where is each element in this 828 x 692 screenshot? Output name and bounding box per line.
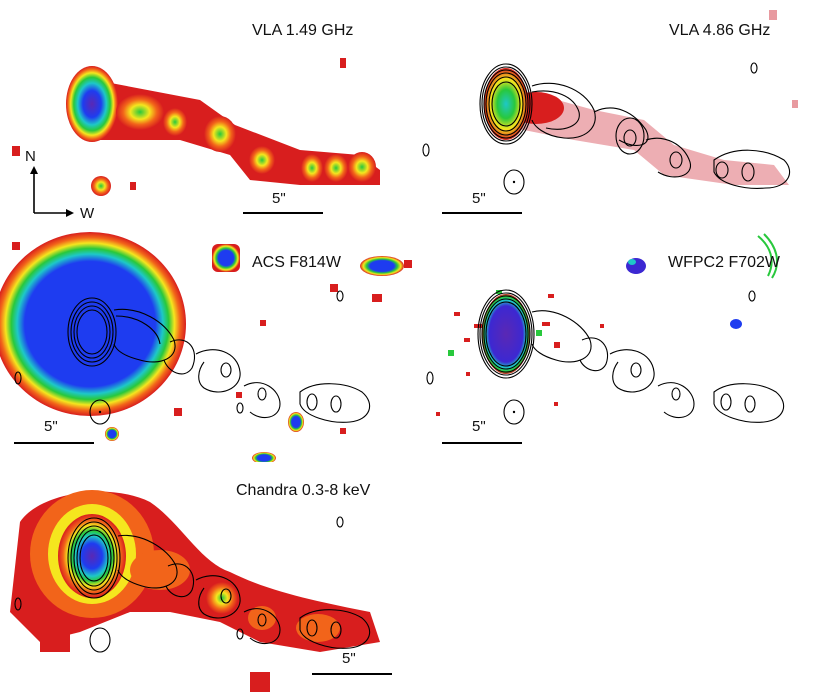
scale-bar: [442, 212, 522, 214]
acs-f814w-image: [0, 232, 412, 462]
scale-bar: [442, 442, 522, 444]
scale-bar: [14, 442, 94, 444]
vla-4-86-image: [422, 10, 798, 195]
scale-bar: [243, 212, 323, 214]
panel-label: VLA 1.49 GHz: [252, 22, 354, 39]
wfpc2-f702w-image: [426, 233, 785, 425]
scale-label: 5": [44, 418, 58, 435]
panel-vla-4-86-ghz: VLA 4.86 GHz 5": [414, 0, 828, 232]
compass-north-label: N: [25, 148, 36, 165]
chandra-image: [10, 490, 380, 692]
compass-icon: [30, 166, 74, 217]
scale-label: 5": [342, 650, 356, 667]
panel-vla-1-49-ghz: VLA 1.49 GHz 5" N W: [0, 0, 414, 232]
vla-1-49-image: [12, 58, 380, 196]
scale-label: 5": [272, 190, 286, 207]
scale-label: 5": [472, 190, 486, 207]
scale-label: 5": [472, 418, 486, 435]
panel-label: VLA 4.86 GHz: [669, 22, 771, 39]
panel-chandra: Chandra 0.3-8 keV 5": [0, 462, 414, 692]
compass-west-label: W: [80, 205, 95, 222]
panel-wfpc2-f702w: WFPC2 F702W 5": [414, 232, 828, 462]
scale-bar: [312, 673, 392, 675]
panel-label: ACS F814W: [252, 254, 341, 271]
panel-acs-f814w: ACS F814W 5": [0, 232, 414, 462]
panel-label: Chandra 0.3-8 keV: [236, 482, 371, 499]
panel-label: WFPC2 F702W: [668, 254, 781, 271]
